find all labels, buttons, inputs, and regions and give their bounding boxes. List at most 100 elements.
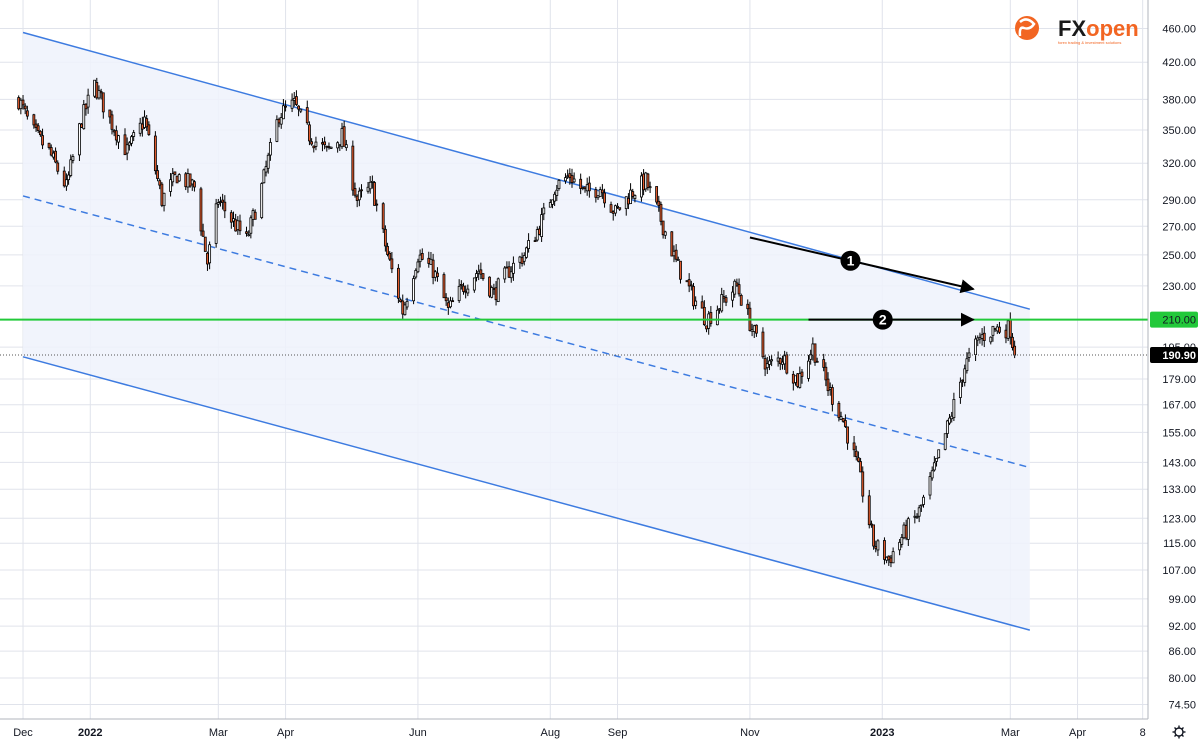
- candle: [69, 154, 73, 178]
- candle: [830, 384, 834, 412]
- candle-body: [889, 557, 893, 564]
- candle: [989, 336, 993, 345]
- candle: [843, 414, 847, 429]
- candle-body: [906, 518, 910, 540]
- candle-body: [731, 291, 734, 301]
- candle-body: [223, 201, 227, 212]
- candle: [648, 181, 652, 193]
- candle-body: [56, 162, 60, 172]
- candle-body: [611, 211, 615, 214]
- candle-body: [841, 418, 845, 422]
- candle: [943, 433, 947, 451]
- candle-body: [414, 269, 418, 278]
- candle-body: [746, 303, 750, 310]
- candle-body: [809, 353, 813, 360]
- candle: [854, 445, 858, 461]
- candle: [290, 93, 294, 113]
- candle: [952, 392, 956, 422]
- candle-body: [1013, 345, 1017, 356]
- candle-body: [65, 179, 68, 187]
- candle: [366, 181, 370, 194]
- candle-body: [624, 196, 628, 210]
- candle: [1011, 333, 1014, 351]
- candle-body: [564, 177, 567, 182]
- candle-body: [679, 260, 682, 280]
- candle-body: [594, 189, 598, 198]
- candle: [388, 251, 392, 262]
- candle: [153, 131, 157, 175]
- candle-body: [642, 173, 645, 191]
- candle-body: [357, 190, 361, 201]
- candle-body: [828, 387, 832, 390]
- candle-body: [948, 417, 951, 424]
- candle-body: [292, 97, 296, 101]
- candle: [655, 186, 659, 205]
- candle: [557, 179, 561, 191]
- candle-body: [566, 175, 570, 178]
- candle-body: [752, 325, 756, 332]
- candle-body: [507, 266, 511, 278]
- level-price-label: 210.00: [1162, 315, 1196, 327]
- candle: [809, 349, 813, 365]
- candle-body: [900, 537, 904, 545]
- candle: [919, 504, 923, 512]
- candle: [815, 357, 819, 363]
- candle-body: [383, 228, 387, 247]
- candle-body: [616, 205, 619, 208]
- price-tick-label: 99.00: [1168, 594, 1196, 606]
- candle-body: [82, 104, 86, 130]
- candle: [375, 199, 379, 212]
- candle: [709, 306, 713, 327]
- candle-body: [980, 334, 984, 339]
- candle: [965, 352, 969, 374]
- candle-body: [932, 462, 936, 471]
- candle-body: [117, 135, 120, 143]
- candle-body: [885, 556, 889, 561]
- candle-body: [603, 192, 606, 204]
- candle: [826, 372, 830, 396]
- candle-body: [883, 540, 886, 560]
- candle-body: [251, 210, 255, 220]
- candle-body: [800, 371, 804, 377]
- candle: [963, 364, 967, 387]
- candle: [132, 129, 136, 142]
- settings-gear-icon[interactable]: [1172, 725, 1186, 739]
- price-tick-label: 80.00: [1168, 673, 1196, 685]
- candle: [360, 184, 363, 198]
- candle-body: [162, 192, 166, 207]
- time-tick-label: Apr: [277, 727, 294, 739]
- candle-body: [609, 204, 613, 213]
- candle: [670, 231, 674, 257]
- candle-body: [928, 476, 932, 496]
- price-tick-label: 123.00: [1162, 513, 1196, 525]
- candle-body: [655, 186, 659, 203]
- candle: [459, 280, 463, 290]
- candle-body: [794, 375, 797, 383]
- candle-body: [477, 270, 481, 274]
- price-tick-label: 74.50: [1168, 699, 1196, 711]
- candle-body: [718, 308, 721, 311]
- candle-body: [114, 130, 118, 141]
- candle: [175, 175, 179, 184]
- candle: [47, 142, 51, 150]
- annotation-label-1: 1: [847, 253, 855, 269]
- candle-body: [512, 262, 515, 274]
- candle: [644, 171, 648, 192]
- candle-body: [952, 399, 956, 419]
- candle: [162, 192, 166, 212]
- candle-body: [169, 179, 172, 192]
- candle-body: [112, 130, 116, 133]
- current-price-badge: [1150, 347, 1198, 364]
- candle: [253, 209, 257, 220]
- candle: [466, 284, 470, 297]
- candle: [1006, 319, 1010, 342]
- candle-body: [902, 524, 906, 539]
- candle-body: [108, 109, 112, 118]
- candle: [36, 123, 40, 134]
- candle-body: [551, 199, 554, 205]
- candle-body: [140, 123, 144, 130]
- candle-body: [640, 175, 643, 198]
- price-axis: 460.00 420.00 380.00 350.00 320.00 290.00 270.…: [1147, 0, 1200, 741]
